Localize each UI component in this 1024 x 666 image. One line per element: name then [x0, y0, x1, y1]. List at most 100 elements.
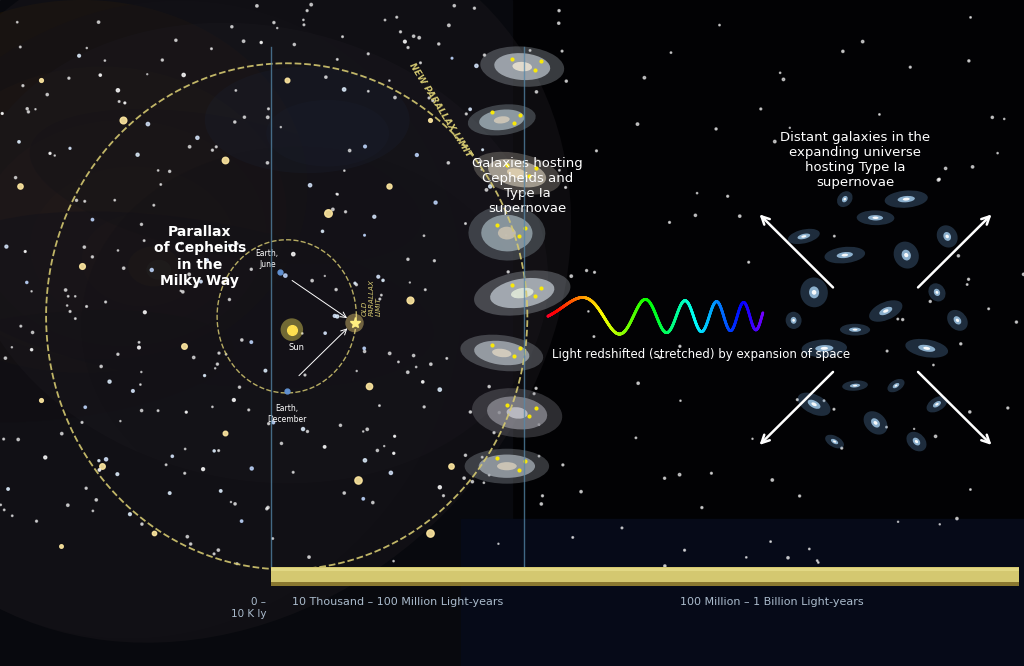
Ellipse shape	[894, 242, 919, 268]
Point	[0, 505, 12, 515]
Ellipse shape	[869, 300, 902, 322]
Point	[890, 516, 906, 527]
Point	[551, 5, 567, 16]
Point	[464, 476, 480, 487]
Point	[68, 313, 84, 324]
Point	[630, 119, 646, 129]
Point	[408, 362, 424, 372]
Point	[440, 158, 457, 168]
Point	[481, 470, 498, 480]
Point	[731, 211, 748, 222]
Point	[931, 174, 947, 184]
Point	[415, 376, 431, 387]
Point	[90, 17, 106, 27]
Point	[96, 55, 113, 66]
Point	[189, 133, 206, 143]
Point	[383, 468, 399, 478]
Ellipse shape	[825, 435, 844, 448]
Point	[295, 15, 311, 25]
Point	[162, 166, 178, 176]
Point	[243, 337, 259, 348]
Ellipse shape	[888, 379, 904, 392]
Point	[835, 46, 851, 57]
Ellipse shape	[901, 250, 911, 260]
Point	[116, 263, 132, 274]
Point	[551, 18, 567, 29]
Point	[438, 353, 455, 364]
Point	[572, 486, 589, 497]
Point	[286, 39, 302, 50]
Ellipse shape	[481, 215, 532, 251]
Point	[150, 165, 166, 176]
Ellipse shape	[885, 190, 928, 208]
Text: OLD
PARALLAX
LIMIT: OLD PARALLAX LIMIT	[361, 278, 382, 316]
Point	[9, 17, 26, 27]
Point	[317, 328, 334, 338]
Ellipse shape	[128, 246, 179, 286]
Point	[77, 196, 93, 206]
Ellipse shape	[863, 411, 888, 435]
Text: Light redshifted (stretched) by expansion of space: Light redshifted (stretched) by expansio…	[552, 348, 851, 361]
Ellipse shape	[893, 383, 899, 388]
Ellipse shape	[205, 67, 410, 173]
Ellipse shape	[811, 402, 817, 406]
Ellipse shape	[0, 0, 307, 373]
Text: Distant galaxies in the
expanding universe
hosting Type Ia
supernovae: Distant galaxies in the expanding univer…	[780, 131, 930, 189]
Point	[677, 545, 693, 555]
Ellipse shape	[837, 191, 853, 207]
Point	[294, 328, 310, 339]
Point	[233, 515, 250, 526]
Ellipse shape	[853, 385, 857, 386]
Point	[406, 31, 422, 41]
Ellipse shape	[793, 319, 795, 322]
Point	[554, 46, 570, 57]
Point	[153, 179, 169, 190]
Point	[269, 23, 286, 33]
Point	[193, 276, 209, 287]
Text: Earth,
June: Earth, June	[256, 250, 279, 269]
Point	[498, 230, 514, 240]
Point	[427, 197, 443, 208]
Point	[175, 70, 191, 81]
Point	[390, 356, 407, 367]
Point	[963, 484, 979, 495]
Point	[481, 381, 498, 392]
Point	[329, 54, 345, 65]
Point	[71, 51, 87, 61]
Point	[500, 266, 516, 277]
Point	[259, 112, 275, 123]
Ellipse shape	[850, 384, 860, 388]
Point	[143, 264, 160, 275]
Point	[801, 543, 817, 554]
Point	[185, 352, 202, 363]
Ellipse shape	[0, 211, 433, 388]
Ellipse shape	[791, 317, 797, 324]
Point	[764, 475, 780, 486]
Point	[630, 378, 646, 388]
Ellipse shape	[912, 438, 921, 446]
Ellipse shape	[842, 380, 868, 391]
Point	[399, 254, 416, 264]
Ellipse shape	[837, 252, 853, 258]
Point	[243, 264, 259, 274]
Ellipse shape	[842, 254, 848, 256]
Point	[25, 327, 41, 338]
Point	[225, 395, 242, 406]
Point	[810, 557, 826, 568]
Point	[376, 441, 392, 452]
Point	[304, 275, 321, 286]
Point	[259, 503, 275, 514]
Point	[712, 20, 728, 31]
Point	[316, 270, 333, 281]
Ellipse shape	[802, 235, 806, 238]
Point	[355, 426, 372, 437]
Point	[411, 33, 427, 43]
Point	[937, 163, 953, 174]
Point	[370, 445, 386, 456]
Point	[406, 350, 422, 361]
Point	[435, 490, 452, 501]
Ellipse shape	[495, 53, 550, 80]
Ellipse shape	[472, 388, 562, 438]
Point	[330, 189, 346, 200]
Ellipse shape	[955, 318, 959, 322]
